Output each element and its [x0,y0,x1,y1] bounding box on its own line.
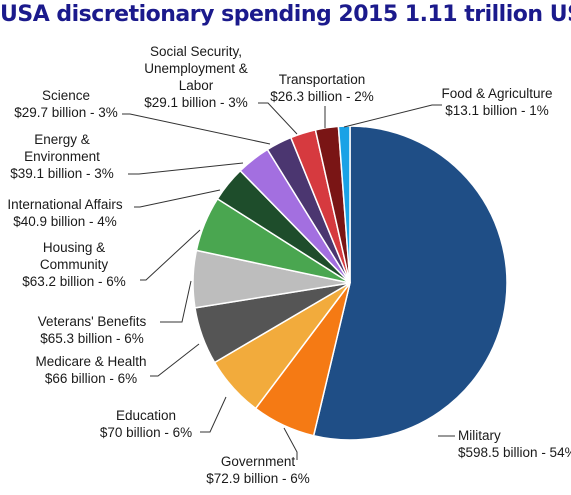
category-label-social-security-unemployment-labor: Labor [179,78,214,93]
leader-line-science [122,113,271,145]
leader-line-food-agriculture [343,104,442,128]
value-label-military: $598.5 billion - 54% [458,445,571,460]
category-label-transportation: Transportation [279,72,366,87]
chart-title: USA discretionary spending 2015 1.11 tri… [0,2,571,27]
value-label-government: $72.9 billion - 6% [206,471,310,486]
category-label-medicare-health: Medicare & Health [35,354,146,369]
category-label-food-agriculture: Food & Agriculture [441,86,552,101]
category-label-housing-community: Housing & [43,240,105,255]
category-label-energy-environment: Environment [24,149,100,164]
value-label-energy-environment: $39.1 billion - 3% [10,166,114,181]
category-label-international-affairs: International Affairs [7,197,123,212]
value-label-education: $70 billion - 6% [100,425,192,440]
category-label-military: Military [458,428,501,443]
category-label-energy-environment: Energy & [34,132,90,147]
leader-line-energy-environment [128,162,244,175]
value-label-food-agriculture: $13.1 billion - 1% [445,103,549,118]
value-label-transportation: $26.3 billion - 2% [270,89,374,104]
leader-line-veterans-benefits [160,280,192,323]
slice-military [312,125,508,441]
leader-line-international-affairs [134,189,221,208]
category-label-social-security-unemployment-labor: Social Security, [150,44,242,59]
leader-line-social-security-unemployment-labor [258,102,298,135]
category-label-science: Science [42,88,90,103]
leader-line-government [283,427,298,460]
value-label-social-security-unemployment-labor: $29.1 billion - 3% [144,95,248,110]
value-label-international-affairs: $40.9 billion - 4% [13,214,117,229]
value-label-veterans-benefits: $65.3 billion - 6% [40,331,144,346]
value-label-housing-community: $63.2 billion - 6% [22,274,126,289]
category-label-housing-community: Community [40,257,109,272]
leader-line-housing-community [140,229,201,281]
category-label-education: Education [116,408,176,423]
category-label-social-security-unemployment-labor: Unemployment & [144,61,248,76]
category-label-government: Government [221,454,296,469]
value-label-science: $29.7 billion - 3% [14,105,118,120]
leader-line-education [200,396,227,433]
leader-line-medicare-health [150,343,200,377]
value-label-medicare-health: $66 billion - 6% [45,371,137,386]
category-label-veterans-benefits: Veterans' Benefits [38,314,147,329]
